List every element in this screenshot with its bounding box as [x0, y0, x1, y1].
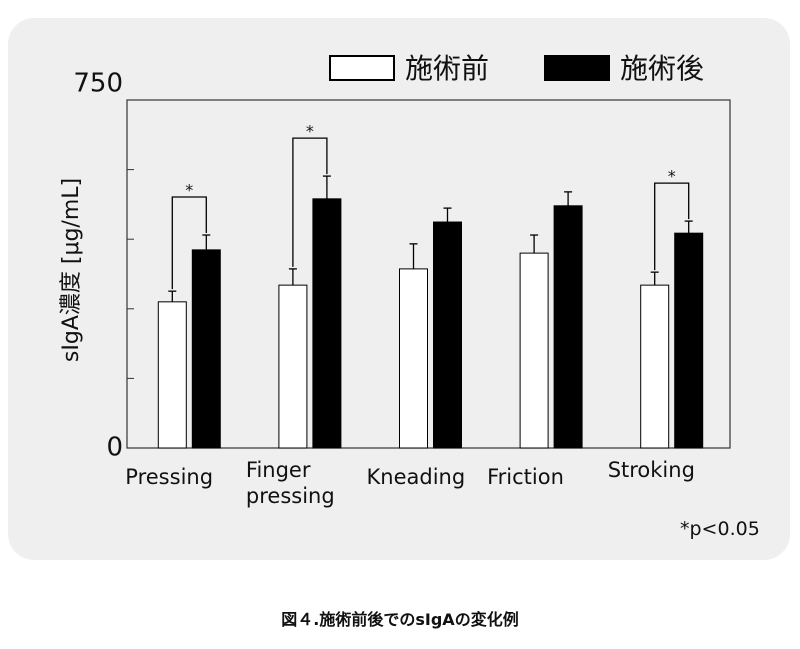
bar — [674, 232, 704, 449]
caption: 図４.施術前後でのsIgAの変化例 — [281, 610, 519, 629]
significance-bracket — [292, 137, 328, 267]
bar — [312, 198, 342, 449]
bar — [553, 205, 583, 449]
bar — [278, 284, 308, 449]
x-tick-label: Finger pressing — [245, 458, 335, 508]
legend-label: 施術後 — [620, 52, 704, 85]
legend-swatch — [329, 55, 395, 81]
y-tick-label: 750 — [73, 69, 123, 99]
x-tick-label: Kneading — [366, 465, 466, 489]
bar — [640, 284, 670, 449]
significance-label: * — [185, 181, 193, 200]
y-axis-label: sIgA濃度 [μg/mL] — [59, 178, 84, 362]
legend-label: 施術前 — [405, 52, 489, 85]
x-tick-label: Friction — [487, 465, 564, 489]
bar — [433, 221, 462, 449]
x-tick-label: Stroking — [607, 458, 695, 482]
bar — [191, 249, 221, 449]
x-tick-label: Pressing — [125, 465, 214, 489]
significance-bracket — [171, 196, 207, 290]
significance-label: * — [306, 122, 314, 141]
bar — [519, 252, 549, 449]
annotation: *p<0.05 — [680, 518, 760, 540]
legend-swatch — [544, 55, 610, 81]
bar — [399, 268, 428, 449]
plot-frame — [126, 99, 731, 449]
significance-label: * — [668, 167, 676, 186]
y-tick-label: 0 — [106, 433, 123, 463]
significance-bracket — [654, 182, 690, 271]
bar — [157, 301, 187, 449]
